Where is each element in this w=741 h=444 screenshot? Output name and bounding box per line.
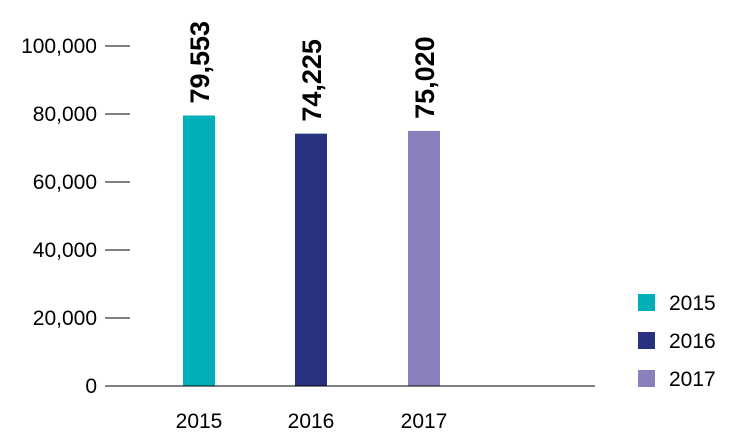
data-label: 74,225 <box>297 39 327 122</box>
bar-2015 <box>183 115 215 386</box>
y-tick-label: 0 <box>85 375 97 398</box>
bars-group <box>183 115 440 386</box>
legend-swatch <box>638 294 655 311</box>
y-axis: 0 20,000 40,000 60,000 80,000 100,000 <box>21 35 130 398</box>
bar-2016 <box>295 133 327 386</box>
x-tick-label: 2017 <box>401 410 448 433</box>
bar-2017 <box>408 130 440 386</box>
x-axis: 2015 2016 2017 <box>105 385 595 433</box>
y-tick-label: 80,000 <box>33 103 97 126</box>
x-tick-label: 2016 <box>288 410 335 433</box>
legend-label: 2016 <box>669 330 716 353</box>
x-tick-label: 2015 <box>176 410 223 433</box>
legend-label: 2017 <box>669 368 716 391</box>
legend-swatch <box>638 332 655 349</box>
data-labels-group: 79,553 74,225 75,020 <box>185 21 440 122</box>
y-tick-label: 40,000 <box>33 239 97 262</box>
legend-label: 2015 <box>669 292 716 315</box>
legend-swatch <box>638 370 655 387</box>
y-tick-label: 60,000 <box>33 171 97 194</box>
y-tick-label: 20,000 <box>33 307 97 330</box>
y-tick-label: 100,000 <box>21 35 97 58</box>
data-label: 79,553 <box>185 21 215 104</box>
legend: 2015 2016 2017 <box>638 292 716 391</box>
data-label: 75,020 <box>410 36 440 119</box>
